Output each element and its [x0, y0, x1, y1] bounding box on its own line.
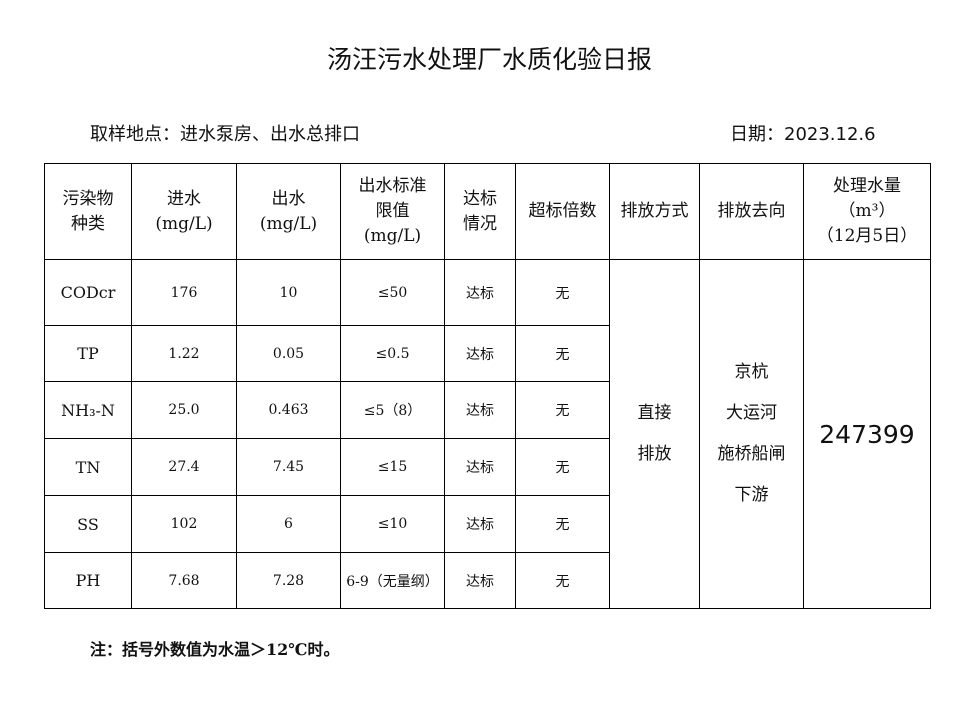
cell-out: 0.05: [236, 325, 341, 382]
column-header: 进水 (mg/L): [131, 163, 237, 260]
sampling-location: 取样地点：进水泵房、出水总排口: [90, 124, 360, 145]
cell-status: 达标: [444, 381, 516, 439]
cell-limit: ≤50: [340, 259, 445, 326]
cell-limit: ≤15: [340, 438, 445, 496]
table-row: SS 102 6 ≤10 达标无: [44, 495, 931, 553]
cell-status: 达标: [444, 552, 516, 609]
cell-exceed: 无: [515, 325, 610, 382]
cell-in: 27.4: [131, 438, 237, 496]
column-header: 排放去向: [699, 163, 804, 260]
table-row: TP 1.22 0.05 ≤0.5 达标无: [44, 325, 931, 382]
cell-out: 7.28: [236, 552, 341, 609]
treated-volume: 247399: [803, 259, 931, 609]
cell-exceed: 无: [515, 381, 610, 439]
cell-out: 0.463: [236, 381, 341, 439]
footnote: 注：括号外数值为水温＞12℃时。: [90, 640, 340, 659]
cell-limit: ≤10: [340, 495, 445, 553]
cell-in: 176: [131, 259, 237, 326]
cell-status: 达标: [444, 259, 516, 326]
table-row: PH 7.68 7.28 6-9（无量纲） 达标无: [44, 552, 931, 609]
cell-status: 达标: [444, 438, 516, 496]
report-title: 汤汪污水处理厂水质化验日报: [326, 45, 652, 74]
cell-exceed: 无: [515, 552, 610, 609]
table-row: NH₃-N 25.0 0.463 ≤5（8） 达标无: [44, 381, 931, 439]
cell-in: 7.68: [131, 552, 237, 609]
cell-in: 102: [131, 495, 237, 553]
cell-exceed: 无: [515, 438, 610, 496]
cell-name: NH₃-N: [44, 381, 132, 439]
cell-name: PH: [44, 552, 132, 609]
table-row: TN 27.4 7.45 ≤15 达标无: [44, 438, 931, 496]
cell-status: 达标: [444, 495, 516, 553]
cell-limit: ≤0.5: [340, 325, 445, 382]
column-header: 处理水量 （m³） （12月5日）: [803, 163, 931, 260]
cell-limit: ≤5（8）: [340, 381, 445, 439]
cell-in: 1.22: [131, 325, 237, 382]
column-header: 达标 情况: [444, 163, 516, 260]
cell-out: 10: [236, 259, 341, 326]
cell-name: SS: [44, 495, 132, 553]
cell-out: 6: [236, 495, 341, 553]
discharge-method: 直接 排放: [609, 259, 700, 609]
table-row: CODcr 176 10 ≤50 达标无直接 排放 京杭 大运河 施桥船闸 下游 24739…: [44, 259, 931, 609]
cell-status: 达标: [444, 325, 516, 382]
cell-limit: 6-9（无量纲）: [340, 552, 445, 609]
column-header: 出水 (mg/L): [236, 163, 341, 260]
cell-out: 7.45: [236, 438, 341, 496]
column-header: 污染物 种类: [44, 163, 132, 260]
cell-name: TN: [44, 438, 132, 496]
column-header: 排放方式: [609, 163, 700, 260]
cell-exceed: 无: [515, 259, 610, 326]
header-row: 污染物 种类 进水 (mg/L) 出水 (mg/L) 出水标准 限值 (mg/L) 达标…: [44, 163, 931, 260]
cell-name: TP: [44, 325, 132, 382]
report-date: 日期：2023.12.6: [730, 124, 876, 145]
column-header: 超标倍数: [515, 163, 610, 260]
column-header: 出水标准 限值 (mg/L): [340, 163, 445, 260]
cell-exceed: 无: [515, 495, 610, 553]
cell-name: CODcr: [44, 259, 132, 326]
cell-in: 25.0: [131, 381, 237, 439]
water-quality-table: 污染物 种类 进水 (mg/L) 出水 (mg/L) 出水标准 限值 (mg/L) 达标…: [44, 163, 931, 609]
discharge-destination: 京杭 大运河 施桥船闸 下游: [699, 259, 804, 609]
